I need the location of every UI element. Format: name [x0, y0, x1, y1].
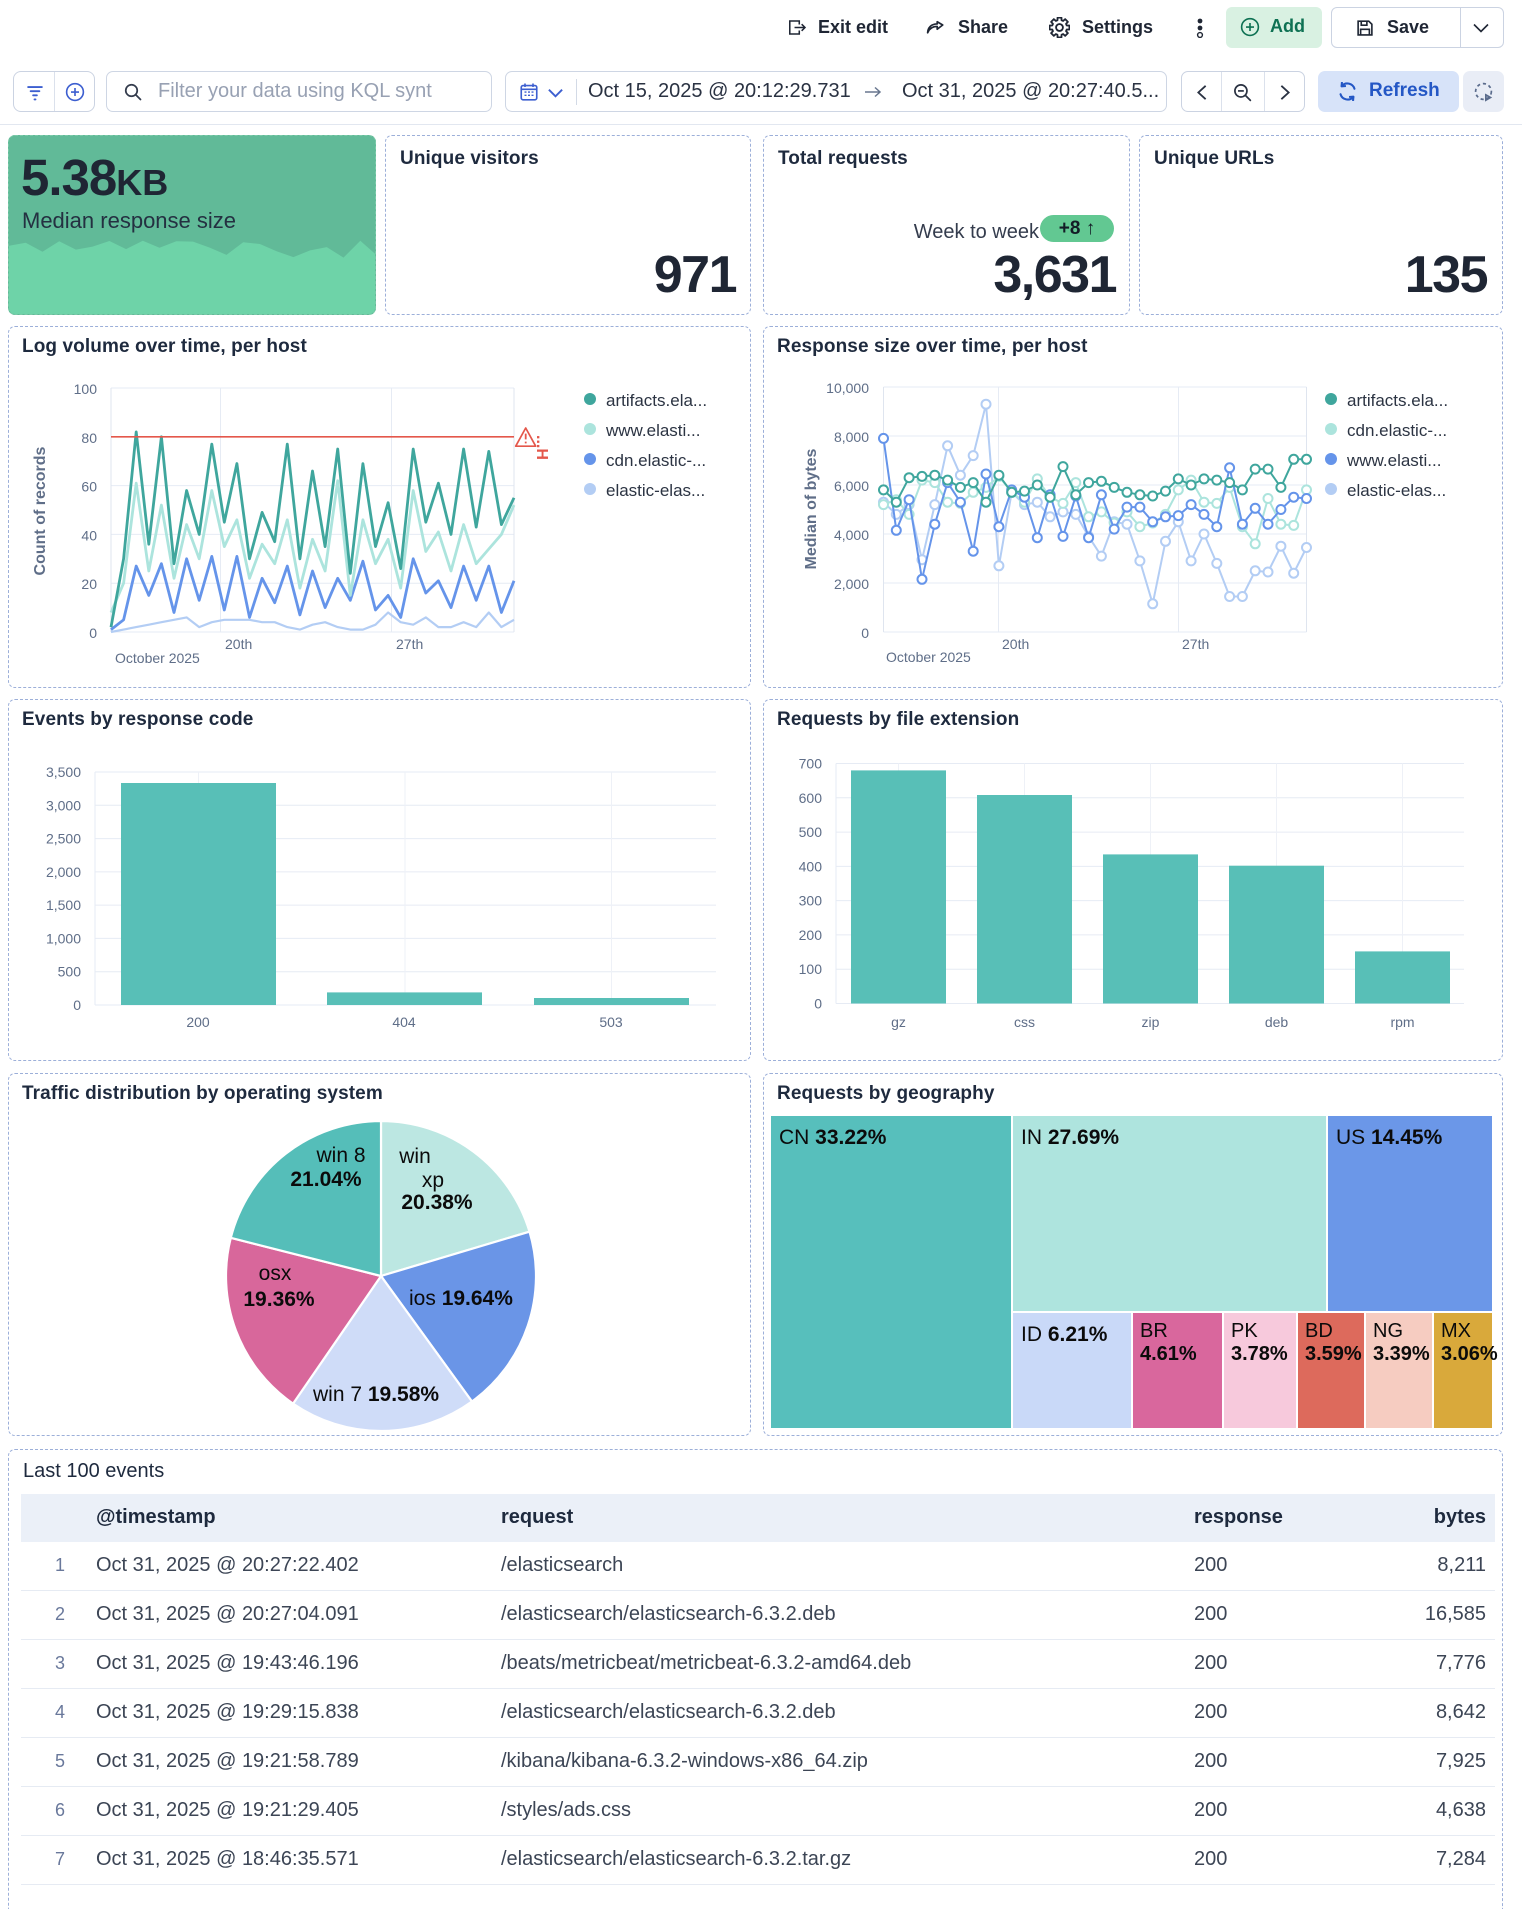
svg-text:MX: MX [1441, 1320, 1471, 1342]
svg-text:20th: 20th [1002, 636, 1029, 652]
svg-text:css: css [1014, 1014, 1035, 1030]
svg-text:elastic-elas...: elastic-elas... [606, 481, 705, 500]
svg-text:0: 0 [73, 997, 81, 1013]
svg-text:CN 33.22%: CN 33.22% [779, 1126, 887, 1149]
svg-text:www.elasti...: www.elasti... [1346, 451, 1441, 470]
svg-text:3,000: 3,000 [46, 797, 81, 813]
svg-text:1,500: 1,500 [46, 897, 81, 913]
svg-text:ID 6.21%: ID 6.21% [1021, 1323, 1108, 1346]
svg-text:100: 100 [74, 381, 98, 397]
svg-text:osx: osx [259, 1262, 292, 1285]
svg-text:gz: gz [891, 1014, 906, 1030]
svg-text:2,500: 2,500 [46, 831, 81, 847]
svg-text:2,000: 2,000 [834, 576, 869, 592]
svg-text:500: 500 [58, 964, 82, 980]
svg-text:100: 100 [799, 961, 823, 977]
svg-text:200: 200 [799, 927, 823, 943]
svg-text:503: 503 [599, 1014, 623, 1030]
svg-text:win: win [398, 1145, 431, 1168]
svg-text:BR: BR [1140, 1320, 1168, 1342]
svg-text:600: 600 [799, 790, 823, 806]
svg-text:300: 300 [799, 893, 823, 909]
svg-text:October 2025: October 2025 [886, 649, 971, 665]
svg-text:3,500: 3,500 [46, 764, 81, 780]
svg-text:80: 80 [81, 430, 97, 446]
svg-text:21.04%: 21.04% [290, 1168, 362, 1191]
svg-text:deb: deb [1265, 1014, 1289, 1030]
svg-text:27th: 27th [396, 636, 423, 652]
svg-text:27th: 27th [1182, 636, 1209, 652]
svg-text:10,000: 10,000 [826, 380, 869, 396]
svg-text:4,000: 4,000 [834, 527, 869, 543]
svg-text:artifacts.ela...: artifacts.ela... [606, 391, 707, 410]
svg-text:19.36%: 19.36% [243, 1288, 315, 1311]
svg-text:6,000: 6,000 [834, 478, 869, 494]
svg-text:20th: 20th [225, 636, 252, 652]
svg-text:3.59%: 3.59% [1305, 1343, 1362, 1365]
svg-text:40: 40 [81, 527, 97, 543]
svg-text:404: 404 [392, 1014, 416, 1030]
svg-text:PK: PK [1231, 1320, 1258, 1342]
svg-text:Count of records: Count of records [32, 446, 49, 575]
svg-text:NG: NG [1373, 1320, 1403, 1342]
svg-text:700: 700 [799, 756, 823, 772]
svg-text:IN 27.69%: IN 27.69% [1021, 1126, 1119, 1149]
svg-text:60: 60 [81, 479, 97, 495]
svg-text:www.elasti...: www.elasti... [605, 421, 700, 440]
svg-text:3.06%: 3.06% [1441, 1343, 1498, 1365]
svg-text:3.39%: 3.39% [1373, 1343, 1430, 1365]
svg-text:20: 20 [81, 576, 97, 592]
svg-text:win 7 19.58%: win 7 19.58% [312, 1383, 439, 1406]
svg-text:3.78%: 3.78% [1231, 1343, 1288, 1365]
svg-text:cdn.elastic-...: cdn.elastic-... [1347, 421, 1447, 440]
svg-text:...H: ...H [533, 435, 550, 460]
svg-text:xp: xp [422, 1169, 444, 1192]
svg-text:rpm: rpm [1390, 1014, 1414, 1030]
svg-text:0: 0 [89, 625, 97, 641]
svg-text:500: 500 [799, 824, 823, 840]
svg-text:zip: zip [1142, 1014, 1160, 1030]
svg-text:8,000: 8,000 [834, 429, 869, 445]
svg-text:cdn.elastic-...: cdn.elastic-... [606, 451, 706, 470]
svg-text:elastic-elas...: elastic-elas... [1347, 481, 1446, 500]
svg-text:4.61%: 4.61% [1140, 1343, 1197, 1365]
svg-text:Median of bytes: Median of bytes [803, 448, 820, 569]
svg-text:ios 19.64%: ios 19.64% [409, 1287, 513, 1310]
svg-text:artifacts.ela...: artifacts.ela... [1347, 391, 1448, 410]
svg-text:2,000: 2,000 [46, 864, 81, 880]
svg-text:200: 200 [186, 1014, 210, 1030]
svg-text:BD: BD [1305, 1320, 1333, 1342]
svg-text:20.38%: 20.38% [401, 1191, 473, 1214]
svg-text:400: 400 [799, 858, 823, 874]
svg-text:win 8: win 8 [315, 1144, 365, 1167]
svg-text:US 14.45%: US 14.45% [1336, 1126, 1443, 1149]
svg-text:1,000: 1,000 [46, 930, 81, 946]
svg-text:October 2025: October 2025 [115, 650, 200, 666]
svg-text:0: 0 [814, 996, 822, 1012]
svg-text:0: 0 [861, 625, 869, 641]
